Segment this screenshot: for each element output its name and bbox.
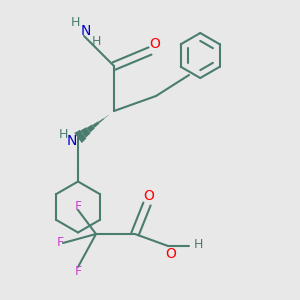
Text: F: F (74, 265, 82, 278)
Polygon shape (109, 111, 114, 115)
Text: H: H (58, 128, 68, 142)
Text: H: H (70, 16, 80, 29)
Polygon shape (103, 115, 109, 119)
Text: H: H (91, 35, 101, 49)
Text: O: O (143, 190, 154, 203)
Text: O: O (166, 247, 176, 260)
Polygon shape (86, 124, 95, 133)
Text: H: H (193, 238, 203, 251)
Text: N: N (80, 25, 91, 38)
Text: F: F (74, 200, 82, 214)
Polygon shape (92, 122, 99, 128)
Polygon shape (98, 118, 104, 123)
Text: N: N (67, 134, 77, 148)
Text: F: F (56, 236, 64, 250)
Polygon shape (74, 130, 86, 143)
Polygon shape (80, 127, 91, 138)
Text: O: O (149, 37, 160, 50)
